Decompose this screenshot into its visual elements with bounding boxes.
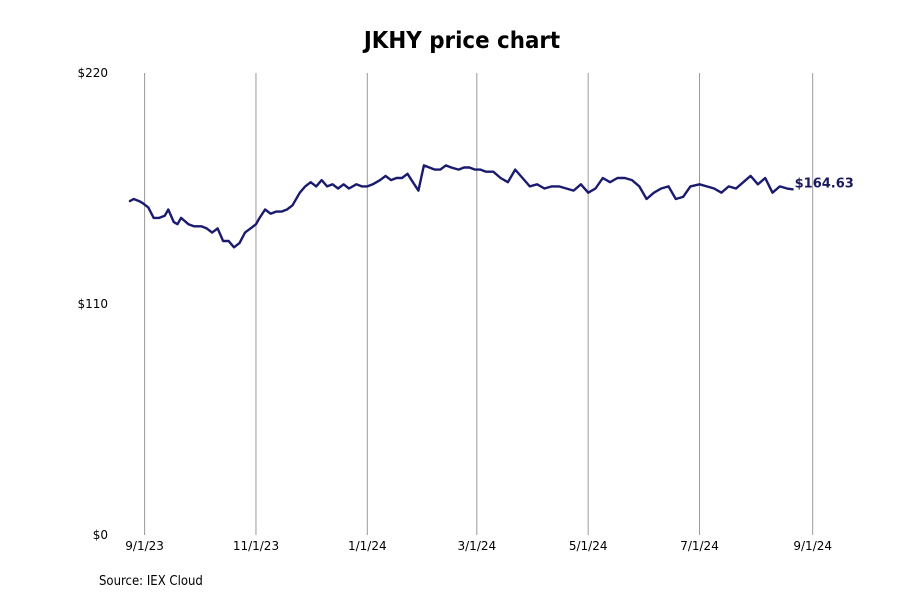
last-price-label: $164.63: [795, 176, 854, 191]
x-tick-label: 3/1/24: [458, 539, 497, 553]
chart-title: JKHY price chart: [363, 28, 561, 54]
x-axis: 9/1/23 11/1/23 1/1/24 3/1/24 5/1/24 7/1/24 9/1…: [125, 539, 832, 553]
x-tick-label: 11/1/23: [233, 539, 279, 553]
y-tick-label: $0: [93, 528, 108, 542]
x-tick-label: 9/1/24: [793, 539, 832, 553]
x-tick-label: 1/1/24: [348, 539, 387, 553]
grid-lines: [144, 73, 814, 535]
x-tick-label: 5/1/24: [569, 539, 608, 553]
y-tick-label: $220: [77, 66, 108, 80]
x-tick-label: 7/1/24: [680, 539, 719, 553]
source-note: Source: IEX Cloud: [99, 574, 203, 589]
y-tick-label: $110: [77, 297, 108, 311]
x-tick-label: 9/1/23: [125, 539, 164, 553]
price-line: [128, 164, 794, 249]
y-axis: $0 $110 $220: [77, 66, 108, 542]
